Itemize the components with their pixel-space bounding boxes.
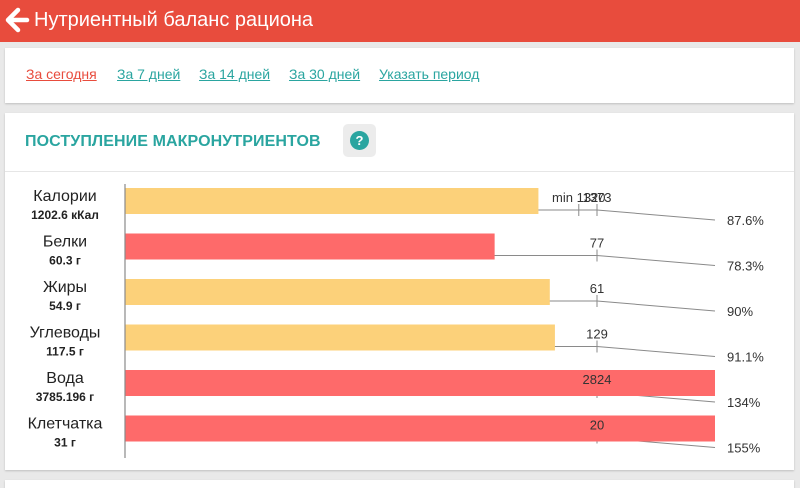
period-14-days-link[interactable]: За 14 дней <box>199 66 271 82</box>
period-30-days-link[interactable]: За 30 дней <box>289 66 361 82</box>
nutrient-name: Углеводы <box>30 325 101 342</box>
nutrient-amount: 117.5 г <box>46 345 84 359</box>
macronutrient-card-header: ПОСТУПЛЕНИЕ МАКРОНУТРИЕНТОВ ? <box>5 113 794 172</box>
norm-label: 2824 <box>583 372 612 387</box>
bar-2 <box>125 279 550 305</box>
norm-label: 61 <box>590 281 604 296</box>
bar-4 <box>125 370 715 396</box>
nutrient-name: Клетчатка <box>28 416 103 433</box>
percent-label: 134% <box>727 395 761 410</box>
nutrient-name: Вода <box>46 370 84 387</box>
nutrient-amount: 54.9 г <box>49 299 81 313</box>
bar-3 <box>125 324 555 351</box>
bar-1 <box>125 233 495 260</box>
custom-period-link[interactable]: Указать период <box>379 66 480 82</box>
percent-label: 91.1% <box>727 350 764 365</box>
help-button[interactable]: ? <box>343 124 376 157</box>
row-percent-leader <box>596 209 716 221</box>
macronutrient-card: ПОСТУПЛЕНИЕ МАКРОНУТРИЕНТОВ ? 1373 min 13… <box>5 113 794 470</box>
back-arrow-icon[interactable] <box>4 6 30 34</box>
norm-label: 129 <box>586 327 608 342</box>
page-title: Нутриентный баланс рациона <box>34 9 314 31</box>
period-today-link[interactable]: За сегодня <box>26 66 97 82</box>
nutrient-name: Белки <box>43 234 87 251</box>
nutrient-name: Жиры <box>43 279 87 296</box>
period-selector: За сегодня За 7 дней За 14 дней За 30 дн… <box>5 48 794 103</box>
norm-label: 77 <box>590 236 604 251</box>
nutrient-amount: 1202.6 кКал <box>31 208 99 222</box>
bar-5 <box>125 415 715 442</box>
app-bar: Нутриентный баланс рациона <box>0 0 800 42</box>
nutrient-amount: 3785.196 г <box>36 390 94 404</box>
question-circle-icon: ? <box>350 131 369 150</box>
macronutrient-title: ПОСТУПЛЕНИЕ МАКРОНУТРИЕНТОВ <box>25 133 321 150</box>
row-percent-leader <box>596 300 716 312</box>
nutrient-name: Калории <box>33 188 96 205</box>
nutrient-amount: 60.3 г <box>49 254 81 268</box>
percent-label: 78.3% <box>727 259 764 274</box>
percent-label: 90% <box>727 304 753 319</box>
percent-label: 155% <box>727 441 761 456</box>
min-label: min 1320 <box>552 190 605 205</box>
period-7-days-link[interactable]: За 7 дней <box>117 66 181 82</box>
row-percent-leader <box>596 346 716 357</box>
nutrient-amount: 31 г <box>54 436 76 450</box>
norm-label: 1373 <box>583 190 612 205</box>
norm-label: 20 <box>590 418 604 433</box>
bar-0 <box>125 188 539 214</box>
percent-label: 87.6% <box>727 213 764 228</box>
next-card <box>5 480 794 488</box>
row-percent-leader <box>596 255 716 266</box>
